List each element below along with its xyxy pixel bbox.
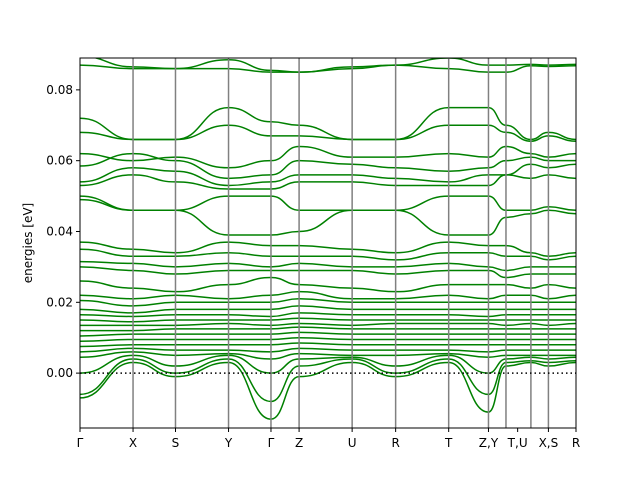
band-7 [80, 174, 576, 190]
band-24 [80, 342, 576, 348]
x-tick-label: Y [224, 436, 233, 450]
y-tick-label: 0.04 [46, 224, 73, 238]
axes-frame [79, 57, 577, 429]
band-20 [80, 322, 576, 327]
band-25 [80, 347, 576, 353]
plot-area [80, 58, 576, 428]
x-tick-label: R [572, 436, 580, 450]
band-3 [80, 124, 576, 142]
band-26 [80, 351, 576, 360]
band-16 [80, 298, 576, 307]
x-tick-label: S [172, 436, 180, 450]
band-4 [80, 145, 576, 169]
band-9 [80, 198, 576, 236]
x-tick-label: Z [295, 436, 303, 450]
band-1 [80, 64, 576, 73]
band-11 [80, 248, 576, 261]
band-23 [80, 336, 576, 342]
band-14 [80, 276, 576, 293]
x-tick-label: T [444, 436, 453, 450]
y-tick-label: 0.00 [46, 366, 73, 380]
band-19 [80, 317, 576, 323]
band-21 [80, 326, 576, 332]
high-symmetry-lines [132, 58, 550, 428]
band-29 [80, 361, 576, 420]
band-10 [80, 241, 576, 258]
y-axis-label: energies [eV] [21, 203, 35, 283]
x-tick-label: Γ [268, 436, 275, 450]
y-tick-label: 0.02 [46, 295, 73, 309]
x-tick-label: X [129, 436, 137, 450]
band-13 [80, 266, 576, 279]
band-18 [80, 312, 576, 318]
x-tick-label: X,S [539, 436, 559, 450]
x-tick-label: U [348, 436, 357, 450]
y-tick-label: 0.08 [46, 83, 73, 97]
x-tick-label: Z,Y [479, 436, 499, 450]
band-17 [80, 305, 576, 314]
y-axis-ticks: 0.00 0.02 0.04 0.06 0.08 [46, 83, 80, 380]
x-tick-label: R [391, 436, 399, 450]
band-12 [80, 260, 576, 272]
band-15 [80, 290, 576, 300]
y-tick-label: 0.06 [46, 154, 73, 168]
x-axis-ticks: Γ X S Y Γ Z U R T Z,Y T,U X,S R [77, 428, 580, 450]
band-22 [80, 331, 576, 337]
x-tick-label: Γ [77, 436, 84, 450]
x-tick-label: T,U [507, 436, 528, 450]
